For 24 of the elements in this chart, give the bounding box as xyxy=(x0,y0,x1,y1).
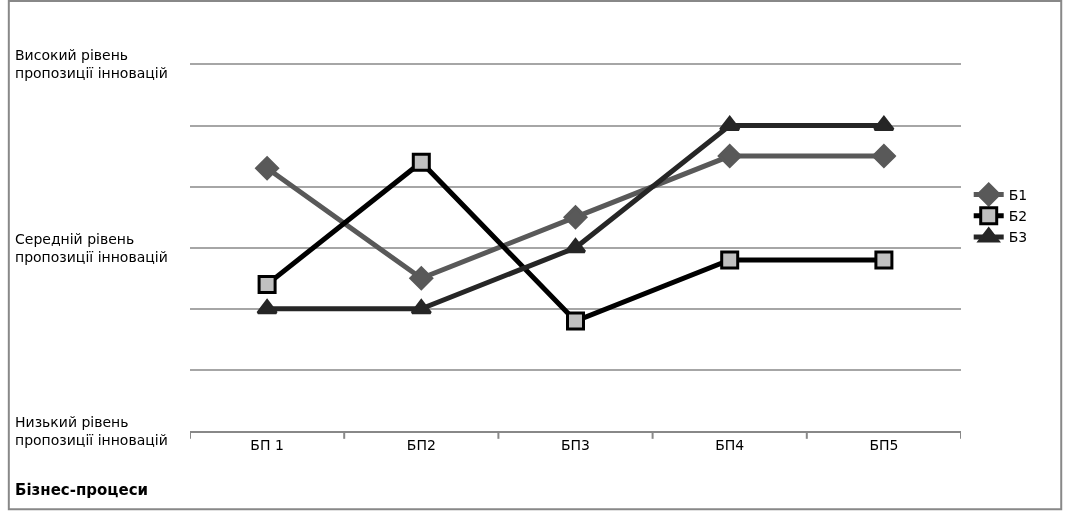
point xyxy=(257,274,277,294)
point xyxy=(566,311,585,331)
legend-label: Б3 xyxy=(1008,229,1028,246)
x-axis-title: Бізнес-процеси xyxy=(15,481,149,499)
x-tick-label: БП 1 xyxy=(250,436,284,453)
x-tick-label: БП3 xyxy=(560,436,591,453)
x-tick-label: БП2 xyxy=(406,436,436,453)
point xyxy=(717,144,742,168)
text: Низький рівень пропозиції інновацій xyxy=(15,414,168,449)
point xyxy=(256,299,278,315)
point xyxy=(563,205,588,230)
legend-label: Б2 xyxy=(1008,208,1028,225)
point xyxy=(873,116,895,132)
x-tick-label: БП5 xyxy=(869,436,899,453)
point xyxy=(720,250,740,270)
point xyxy=(409,266,434,291)
point xyxy=(255,156,279,181)
point xyxy=(872,144,896,168)
x-tick-label: БП4 xyxy=(715,436,745,453)
text: Середній рівень пропозиції інновацій xyxy=(15,231,168,266)
point xyxy=(874,250,894,270)
point xyxy=(411,152,431,172)
text: Високий рівень пропозиції інновацій xyxy=(15,47,168,82)
legend-label: Б1 xyxy=(1008,187,1028,204)
